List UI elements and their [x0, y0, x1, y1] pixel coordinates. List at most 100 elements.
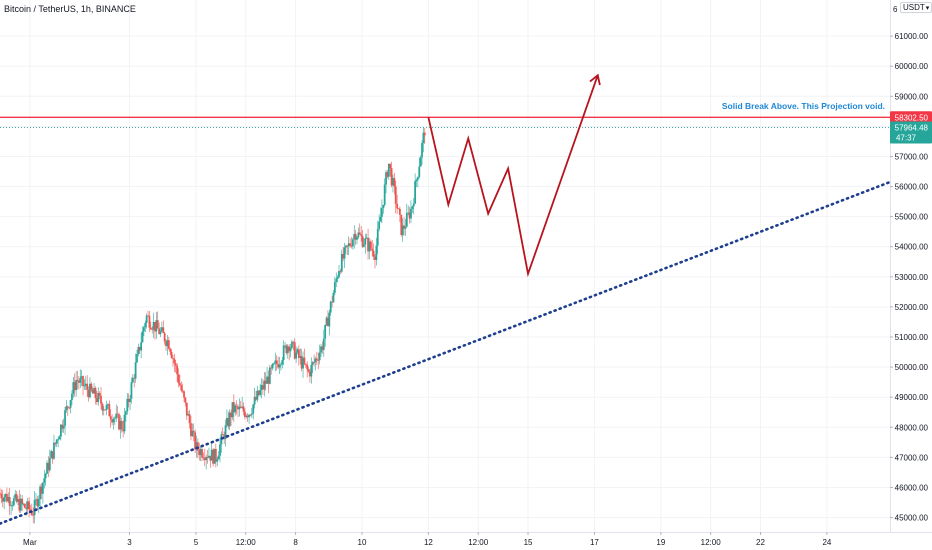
candle-body	[422, 132, 425, 144]
candle-body	[154, 321, 156, 332]
price-tick-label: 50000.00	[895, 363, 929, 372]
candle-body	[82, 376, 84, 387]
candle-body	[12, 498, 15, 506]
candle-body	[414, 181, 417, 204]
candle-body	[421, 143, 423, 158]
candle-body	[256, 390, 259, 400]
candle-body	[289, 347, 292, 352]
candle-body	[219, 444, 221, 456]
candle-body	[277, 363, 280, 368]
candle-body	[368, 241, 371, 252]
candle-body	[195, 442, 198, 450]
candle-body	[174, 363, 177, 366]
candle-body	[76, 380, 79, 381]
candle-body	[412, 203, 415, 207]
candle-body	[159, 330, 162, 335]
candle-body	[302, 357, 304, 369]
candle-body	[244, 411, 246, 417]
candle-body	[394, 186, 397, 204]
candle-body	[223, 434, 226, 440]
candle-body	[79, 378, 82, 383]
candle-body	[187, 414, 190, 416]
candle-body	[198, 450, 201, 456]
candle-body	[4, 494, 7, 498]
candle-body	[324, 324, 327, 339]
candle-body	[259, 390, 262, 395]
price-axis[interactable]: 45000.00 46000.00 47000.00 48000.00 49000.00…	[890, 0, 932, 550]
symbol-title: Bitcoin / TetherUS, 1h, BINANCE	[4, 4, 136, 14]
candle-body	[47, 462, 50, 471]
candle-body	[205, 456, 208, 461]
candle-body	[65, 406, 68, 411]
candle-body	[72, 382, 75, 394]
candle-body	[105, 405, 108, 410]
candle-body	[83, 385, 86, 387]
candle-body	[411, 206, 414, 209]
candle-body	[125, 411, 127, 415]
candle-body	[183, 391, 185, 398]
candle-body	[53, 442, 55, 459]
candle-body	[35, 499, 37, 500]
price-tick-label: 46000.00	[895, 483, 929, 492]
candle-body	[234, 405, 237, 413]
candle-body	[36, 499, 39, 507]
candle-body	[25, 507, 28, 510]
candle-body	[113, 418, 116, 420]
candle-body	[0, 493, 1, 495]
candle-body	[407, 212, 410, 214]
candle-body	[238, 406, 241, 410]
candle-body	[162, 327, 165, 334]
candle-body	[270, 367, 273, 369]
candle-body	[180, 385, 183, 391]
candle-body	[214, 448, 217, 462]
candle-body	[278, 364, 281, 368]
currency-selector[interactable]: USDT▾	[900, 2, 932, 13]
candle-body	[314, 358, 317, 363]
candle-body	[274, 360, 277, 364]
candle-body	[318, 352, 321, 361]
candle-body	[126, 398, 129, 412]
candle-body	[22, 503, 25, 505]
candle-body	[0, 493, 3, 499]
time-tick-label: 8	[293, 538, 298, 547]
candle-body	[19, 498, 22, 511]
last-price-tag	[890, 121, 932, 144]
candle-body	[64, 410, 66, 426]
candle-body	[123, 414, 126, 432]
candle-body	[145, 315, 148, 323]
candle-body	[71, 393, 73, 401]
candle-body	[392, 178, 394, 186]
candle-body	[423, 132, 426, 136]
candle-body	[345, 245, 347, 248]
candle-body	[418, 166, 421, 178]
candle-body	[127, 398, 130, 403]
candle-body	[364, 238, 367, 245]
candle-body	[320, 346, 322, 353]
candle-body	[336, 277, 339, 279]
candle-body	[144, 322, 147, 328]
time-tick-label: 24	[822, 538, 831, 547]
candle-body	[120, 420, 123, 430]
candle-body	[363, 244, 365, 247]
candle-body	[381, 208, 383, 217]
candle-body	[311, 362, 314, 365]
price-tick-label: 48000.00	[895, 423, 929, 432]
candle-body	[393, 178, 396, 187]
candle-body	[228, 412, 231, 427]
candle-body	[242, 406, 245, 412]
candle-body	[112, 419, 115, 423]
candle-body	[332, 292, 335, 303]
candle-body	[54, 442, 57, 444]
candle-body	[86, 383, 89, 390]
candle-body	[138, 346, 141, 351]
candle-body	[176, 365, 179, 375]
price-tick-label: 49000.00	[895, 393, 929, 402]
candle-body	[313, 362, 316, 364]
candle-body	[100, 395, 102, 404]
candle-body	[376, 229, 379, 246]
candle-body	[140, 342, 143, 351]
time-axis[interactable]: Mar 3 5 12:00 8 10 12 12:00 15 17 19 12:00 22 24	[0, 532, 932, 550]
candle-body	[148, 315, 151, 328]
candle-body	[396, 203, 399, 209]
